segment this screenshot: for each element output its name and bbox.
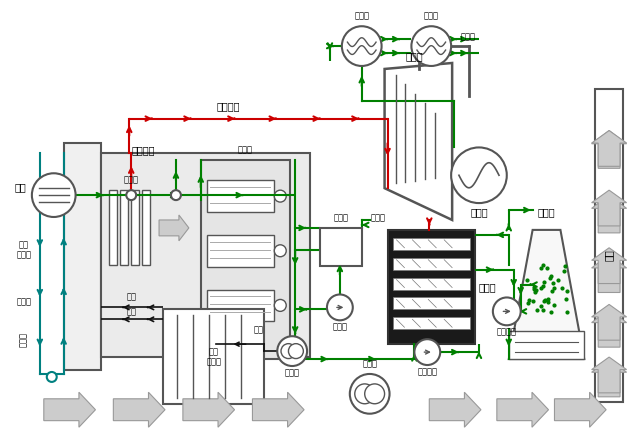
Circle shape [451, 148, 507, 203]
FancyBboxPatch shape [207, 180, 275, 212]
FancyBboxPatch shape [131, 190, 139, 265]
Polygon shape [591, 130, 627, 166]
Text: 过热蒸汽: 过热蒸汽 [131, 145, 155, 155]
FancyBboxPatch shape [392, 278, 470, 290]
Polygon shape [591, 130, 627, 168]
Polygon shape [183, 392, 234, 427]
Polygon shape [113, 392, 165, 427]
FancyBboxPatch shape [207, 235, 275, 267]
FancyBboxPatch shape [201, 160, 290, 359]
Text: 吹风机: 吹风机 [285, 368, 300, 377]
Polygon shape [554, 392, 606, 427]
FancyBboxPatch shape [320, 228, 362, 266]
FancyBboxPatch shape [163, 309, 264, 404]
FancyBboxPatch shape [120, 190, 128, 265]
Polygon shape [252, 392, 304, 427]
FancyBboxPatch shape [388, 230, 475, 344]
Polygon shape [591, 190, 627, 226]
Text: 水冷壁: 水冷壁 [17, 297, 31, 306]
Text: 粉煤
燃烧器: 粉煤 燃烧器 [17, 240, 31, 260]
Circle shape [32, 173, 76, 217]
Circle shape [342, 26, 381, 66]
Polygon shape [591, 357, 627, 393]
Text: 凝汽器: 凝汽器 [479, 282, 497, 292]
Text: 热风: 热风 [126, 293, 136, 302]
Text: 引风机: 引风机 [362, 359, 377, 368]
Circle shape [275, 299, 286, 311]
Text: 粉煤: 粉煤 [126, 307, 136, 316]
Polygon shape [509, 230, 584, 359]
FancyBboxPatch shape [63, 143, 101, 370]
FancyBboxPatch shape [392, 317, 470, 329]
Text: 发电机: 发电机 [470, 207, 488, 217]
Text: 空气
预热器: 空气 预热器 [206, 347, 221, 366]
Text: 汽轮机: 汽轮机 [406, 51, 423, 61]
Text: 冷却塔: 冷却塔 [538, 207, 556, 217]
Text: 过热器: 过热器 [124, 175, 139, 184]
Polygon shape [497, 392, 548, 427]
Polygon shape [429, 392, 481, 427]
Text: 过热蒸汽: 过热蒸汽 [217, 101, 241, 111]
Polygon shape [44, 392, 95, 427]
Text: 风冷器: 风冷器 [424, 11, 439, 20]
FancyBboxPatch shape [207, 290, 275, 321]
Circle shape [327, 294, 353, 320]
Polygon shape [385, 63, 452, 220]
Polygon shape [591, 255, 627, 293]
FancyBboxPatch shape [509, 331, 584, 359]
Circle shape [275, 190, 286, 202]
FancyBboxPatch shape [109, 190, 117, 265]
Text: 汽包: 汽包 [14, 182, 26, 192]
Text: 给水泵: 给水泵 [332, 322, 348, 331]
Text: 除氧器: 除氧器 [333, 213, 348, 222]
Circle shape [277, 336, 307, 366]
Text: 循环水: 循环水 [461, 32, 476, 41]
Polygon shape [591, 248, 627, 284]
Circle shape [126, 190, 136, 200]
Circle shape [355, 384, 374, 404]
Circle shape [281, 344, 296, 359]
Polygon shape [591, 305, 627, 340]
FancyBboxPatch shape [142, 190, 150, 265]
Circle shape [275, 245, 286, 257]
Circle shape [350, 374, 390, 414]
Text: 下降管: 下降管 [19, 332, 28, 347]
FancyBboxPatch shape [392, 297, 470, 309]
Text: 冷油器: 冷油器 [354, 11, 369, 20]
Text: 冷风: 冷风 [253, 325, 264, 334]
FancyBboxPatch shape [392, 258, 470, 270]
Circle shape [414, 339, 440, 365]
Text: 补充水: 补充水 [370, 213, 385, 222]
Circle shape [47, 372, 57, 382]
FancyBboxPatch shape [101, 154, 310, 357]
Polygon shape [591, 309, 627, 347]
FancyBboxPatch shape [392, 238, 470, 250]
Circle shape [171, 190, 181, 200]
Text: 烟囱: 烟囱 [604, 249, 614, 261]
Polygon shape [159, 215, 189, 241]
Text: 凝结水泵: 凝结水泵 [417, 367, 437, 376]
Text: 循环水泵: 循环水泵 [497, 327, 516, 336]
Polygon shape [591, 195, 627, 233]
Circle shape [289, 344, 303, 359]
Polygon shape [591, 359, 627, 397]
Circle shape [412, 26, 451, 66]
Circle shape [365, 384, 385, 404]
Text: 省煤器: 省煤器 [238, 145, 253, 154]
Circle shape [493, 297, 521, 325]
FancyBboxPatch shape [595, 89, 623, 402]
